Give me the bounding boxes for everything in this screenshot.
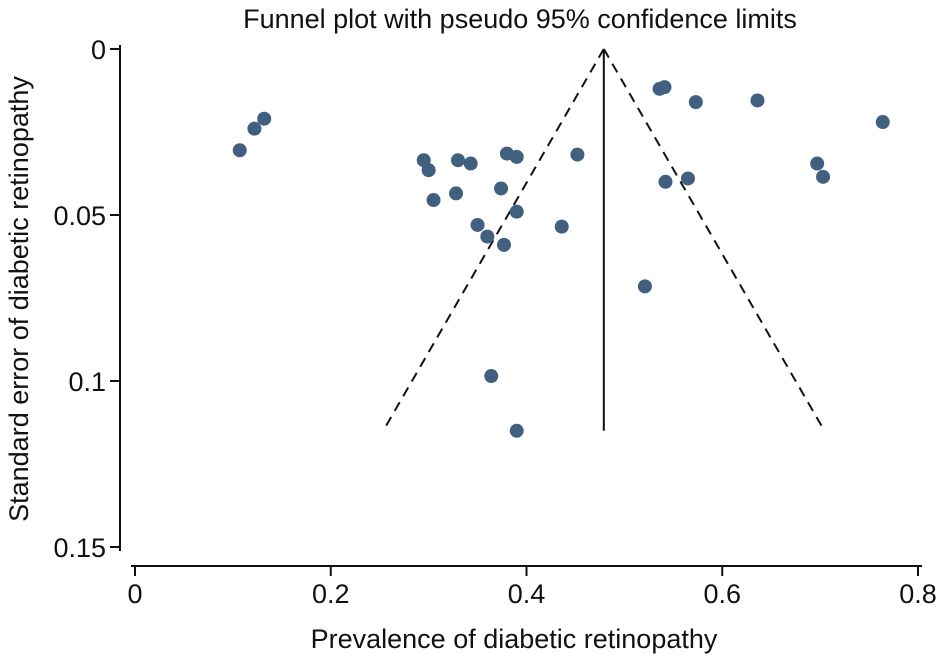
axes: 0 0.2 0.4 0.6 0.8 0 0.05 0.1 0.15 xyxy=(53,35,936,609)
study-point xyxy=(509,149,524,164)
study-point xyxy=(450,153,465,168)
study-point xyxy=(570,147,585,162)
chart-title: Funnel plot with pseudo 95% confidence l… xyxy=(243,4,797,34)
study-point xyxy=(480,229,495,244)
upper-confidence-limit xyxy=(602,48,826,432)
study-point xyxy=(554,219,569,234)
funnel-lines xyxy=(382,48,826,432)
y-tick-label: 0 xyxy=(91,35,106,65)
x-tick-label: 0.2 xyxy=(312,579,350,609)
x-tick-label: 0.4 xyxy=(508,579,546,609)
study-point xyxy=(496,237,511,252)
study-point xyxy=(494,181,509,196)
study-point xyxy=(680,171,695,186)
study-point xyxy=(688,95,703,110)
data-points xyxy=(232,80,890,438)
study-point xyxy=(509,423,524,438)
study-point xyxy=(816,169,831,184)
study-point xyxy=(426,193,441,208)
study-point xyxy=(421,163,436,178)
study-point xyxy=(470,217,485,232)
study-point xyxy=(637,279,652,294)
study-point xyxy=(463,156,478,171)
study-point xyxy=(509,204,524,219)
study-point xyxy=(484,369,499,384)
lower-confidence-limit xyxy=(382,48,605,432)
y-tick-label: 0.05 xyxy=(53,201,106,231)
y-tick-label: 0.1 xyxy=(68,367,106,397)
study-point xyxy=(750,93,765,108)
study-point xyxy=(810,156,825,171)
study-point xyxy=(232,143,247,158)
study-point xyxy=(247,121,262,136)
x-tick-label: 0.6 xyxy=(703,579,741,609)
y-tick-label: 0.15 xyxy=(53,533,106,563)
study-point xyxy=(257,111,272,126)
study-point xyxy=(875,115,890,130)
x-tick-label: 0 xyxy=(127,579,142,609)
study-point xyxy=(449,186,464,201)
study-point xyxy=(658,174,673,189)
x-axis-title: Prevalence of diabetic retinopathy xyxy=(311,624,718,654)
y-axis-title: Standard error of diabetic retinopathy xyxy=(4,76,34,522)
study-point xyxy=(657,80,672,95)
x-tick-label: 0.8 xyxy=(899,579,937,609)
